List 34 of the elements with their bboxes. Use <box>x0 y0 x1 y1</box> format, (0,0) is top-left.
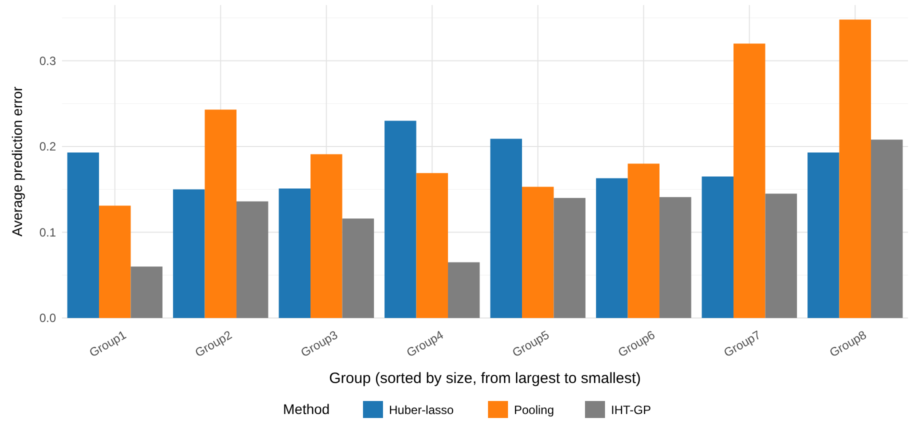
bar <box>839 20 871 318</box>
y-tick-label: 0.2 <box>39 140 56 154</box>
y-axis-title: Average prediction error <box>9 86 25 236</box>
legend-label: Huber-lasso <box>389 403 454 417</box>
bar <box>808 152 840 318</box>
bar <box>384 120 416 318</box>
legend-title: Method <box>283 401 330 417</box>
bar <box>310 154 342 318</box>
bar <box>659 197 692 318</box>
bar <box>236 201 268 318</box>
legend-label: IHT-GP <box>611 403 652 417</box>
bar <box>130 266 162 318</box>
y-tick-label: 0.3 <box>39 54 56 68</box>
bar <box>99 206 131 318</box>
bar <box>67 152 100 318</box>
bar <box>702 176 734 318</box>
bar <box>596 178 628 318</box>
bar <box>342 218 374 318</box>
bar <box>554 198 586 318</box>
bar <box>628 164 660 318</box>
bar <box>522 186 554 318</box>
legend-label: Pooling <box>514 403 554 417</box>
bar <box>490 138 522 318</box>
bar <box>765 194 797 318</box>
bar <box>173 189 205 318</box>
y-tick-label: 0.0 <box>39 311 56 326</box>
bar <box>734 44 766 318</box>
bar <box>278 188 311 318</box>
x-axis-title: Group (sorted by size, from largest to smallest) <box>329 370 641 387</box>
y-tick-label: 0.1 <box>39 225 56 240</box>
bar <box>870 140 903 318</box>
bar <box>448 262 480 318</box>
bar <box>204 110 236 318</box>
bar <box>416 173 448 318</box>
